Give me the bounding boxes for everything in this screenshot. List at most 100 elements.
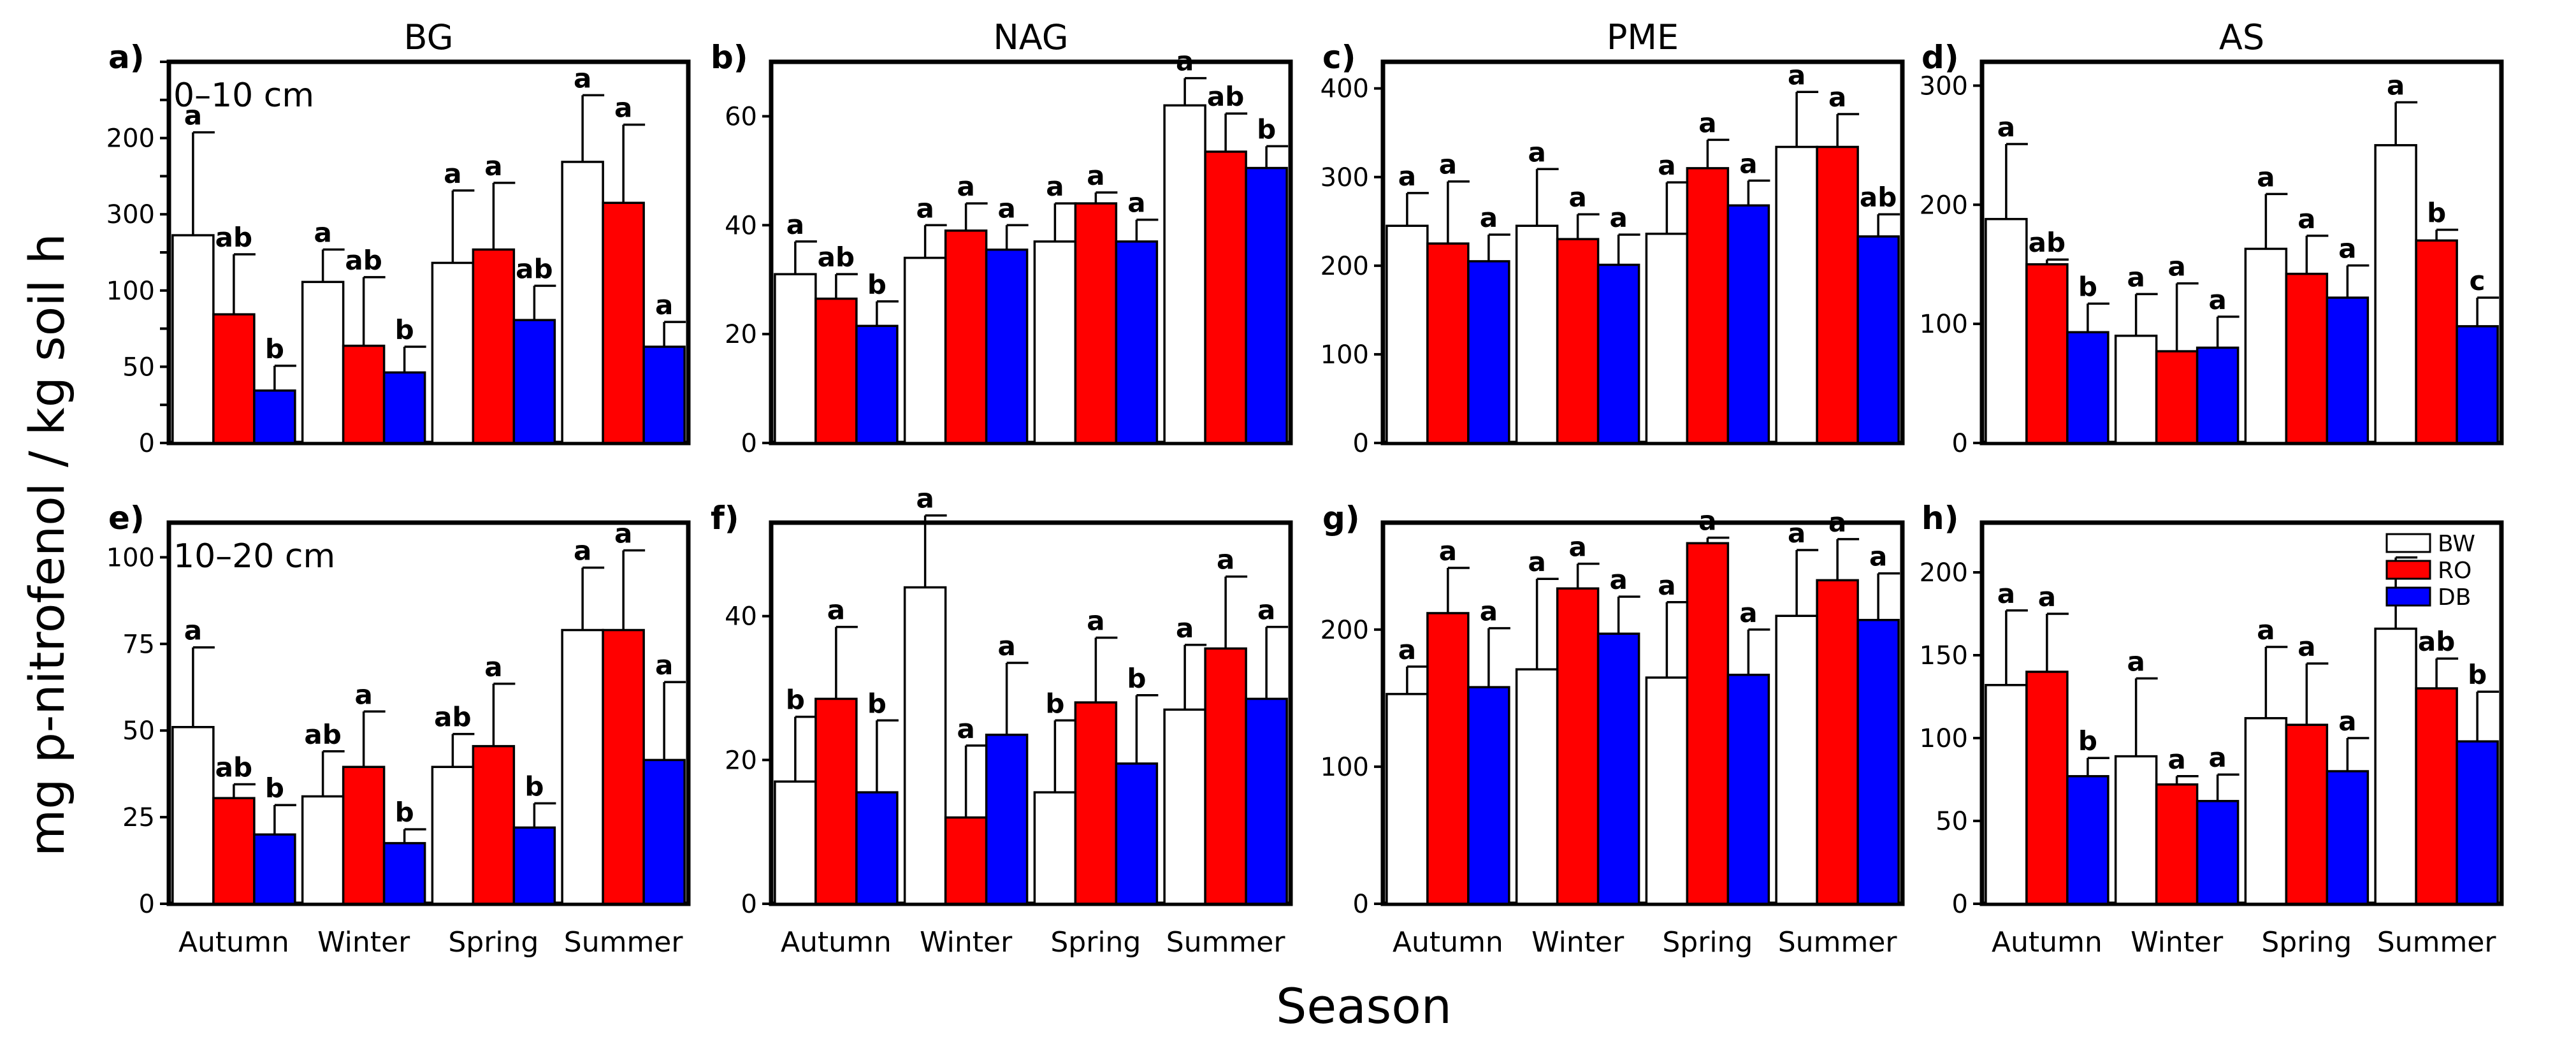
panel-title: PME	[1607, 17, 1679, 57]
y-tick-label: 60	[725, 102, 757, 131]
legend-swatch-bw	[2385, 533, 2431, 553]
y-tick-label: 0	[1353, 890, 1369, 919]
bar-ro-summer	[1816, 145, 1859, 444]
panel-label: a)	[108, 39, 145, 76]
bar-db-autumn	[855, 791, 899, 905]
bar-bw-summer	[1775, 614, 1818, 905]
significance-letter: a	[957, 713, 974, 744]
bar-db-winter	[985, 734, 1029, 905]
bar-ro-autumn	[1426, 242, 1470, 444]
bar-bw-spring	[1645, 233, 1689, 444]
significance-letter: b	[867, 688, 886, 719]
significance-letter: a	[655, 289, 673, 321]
bar-db-spring	[512, 826, 556, 905]
y-tick-label: 40	[725, 602, 757, 632]
significance-letter: a	[1176, 613, 1194, 644]
plot-frame	[1380, 520, 1905, 906]
significance-letter: a	[1788, 59, 1805, 91]
bar-db-autumn	[253, 389, 296, 444]
bar-ro-winter	[2155, 783, 2199, 905]
bar-db-autumn	[253, 833, 296, 905]
significance-letter: a	[1398, 634, 1416, 665]
significance-letter: b	[1257, 113, 1276, 145]
significance-letter: ab	[2418, 626, 2455, 657]
y-tick-label: 100	[1920, 310, 1968, 339]
bar-ro-spring	[2285, 723, 2329, 905]
bar-db-summer	[642, 345, 686, 444]
bar-bw-summer	[1163, 104, 1206, 444]
y-tick-label: 200	[1920, 191, 1968, 220]
significance-letter: a	[1439, 149, 1457, 180]
significance-letter: ab	[345, 245, 382, 276]
significance-letter: a	[1609, 202, 1627, 233]
y-tick-label: 400	[1321, 75, 1369, 104]
plot-frame	[1979, 520, 2504, 906]
bar-bw-winter	[1515, 224, 1559, 444]
bar-db-summer	[2456, 325, 2499, 444]
significance-letter: a	[2338, 706, 2356, 737]
significance-letter: ab	[818, 242, 855, 273]
bar-bw-winter	[301, 280, 345, 444]
significance-letter: ab	[1207, 81, 1244, 112]
x-tick-label: Summer	[1166, 926, 1286, 959]
y-tick-label: 0	[1353, 429, 1369, 458]
significance-letter: a	[1176, 46, 1194, 77]
significance-letter: ab	[2029, 227, 2066, 258]
bar-ro-autumn	[212, 313, 256, 444]
significance-letter: a	[1698, 505, 1716, 537]
x-tick-label: Autumn	[781, 926, 892, 959]
bar-ro-winter	[944, 229, 988, 444]
bar-ro-winter	[342, 344, 386, 444]
significance-letter: b	[867, 269, 886, 300]
significance-letter: a	[1127, 187, 1145, 219]
significance-letter: a	[1828, 507, 1846, 538]
bar-ro-autumn	[212, 797, 256, 905]
significance-letter: a	[997, 630, 1015, 662]
bar-bw-summer	[1163, 708, 1206, 905]
plot-frame	[166, 520, 691, 906]
significance-letter: ab	[516, 253, 553, 284]
bar-db-autumn	[1467, 260, 1510, 444]
panel-f: f)02040babAutumnaaaWinterbabSpringaaaSum…	[711, 483, 1293, 959]
depth-label: 0–10 cm	[173, 76, 314, 115]
significance-letter: a	[1997, 112, 2015, 143]
significance-letter: a	[1788, 518, 1805, 549]
significance-letter: a	[1739, 597, 1757, 628]
panel-title: BG	[404, 17, 454, 57]
significance-letter: a	[354, 679, 372, 710]
x-tick-label: Autumn	[178, 926, 289, 959]
significance-letter: a	[614, 518, 632, 549]
y-tick-label: 0	[741, 890, 757, 919]
bar-db-autumn	[2066, 331, 2109, 444]
bar-ro-summer	[2415, 239, 2458, 444]
significance-letter: a	[1997, 578, 2015, 609]
bar-bw-spring	[1033, 791, 1077, 905]
panel-title: AS	[2219, 17, 2264, 57]
bar-bw-spring	[2244, 247, 2288, 444]
significance-letter: a	[2127, 646, 2145, 677]
significance-letter: b	[1127, 663, 1146, 694]
bar-bw-summer	[2374, 144, 2417, 444]
y-tick-label: 100	[1321, 340, 1369, 370]
y-tick-label: 25	[122, 803, 155, 832]
significance-letter: a	[2208, 742, 2226, 773]
significance-letter: ab	[215, 222, 252, 253]
bar-bw-autumn	[774, 273, 817, 444]
bar-bw-winter	[2114, 755, 2158, 905]
significance-letter: a	[1087, 606, 1104, 637]
bar-ro-autumn	[814, 697, 858, 905]
bar-db-summer	[2456, 740, 2499, 905]
bar-db-winter	[382, 371, 426, 444]
y-tick-label: 100	[1321, 753, 1369, 782]
plot-frame	[1380, 59, 1905, 446]
y-tick-label: 200	[106, 124, 155, 154]
y-tick-label: 100	[106, 543, 155, 572]
bar-ro-autumn	[814, 297, 858, 444]
bar-db-spring	[1726, 674, 1770, 905]
bar-db-autumn	[1467, 686, 1510, 905]
legend-swatch-ro	[2385, 560, 2431, 580]
significance-letter: a	[2167, 251, 2185, 282]
bar-db-spring	[1115, 762, 1159, 905]
